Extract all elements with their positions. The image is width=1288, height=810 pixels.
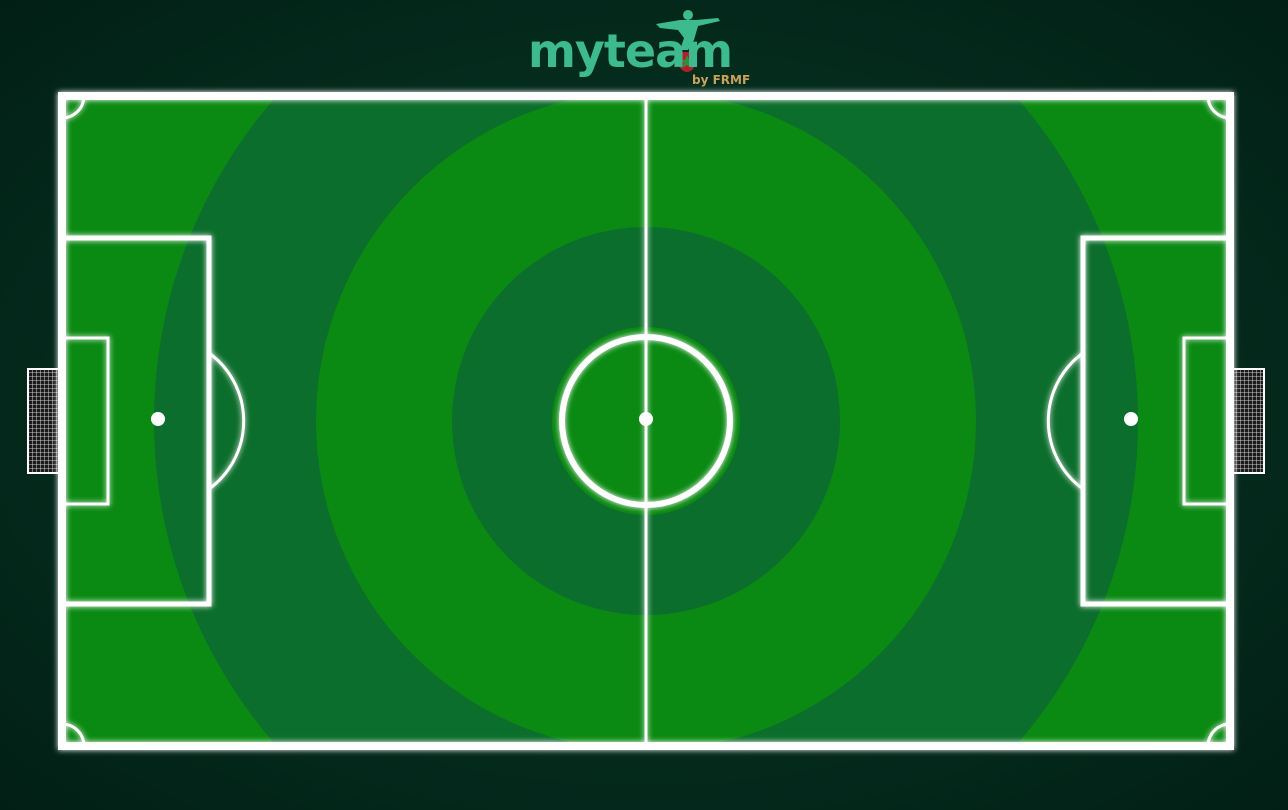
pitch-spots bbox=[151, 412, 1138, 426]
logo-subtitle: by FRMF bbox=[692, 73, 751, 87]
logo-wordmark: myteam bbox=[528, 24, 733, 78]
corner-arc-bottom-right bbox=[1206, 722, 1231, 747]
right-penalty-spot bbox=[1124, 412, 1138, 426]
corner-arc-bottom-left bbox=[61, 722, 86, 747]
player-silhouette-icon bbox=[656, 10, 720, 72]
right-goal-area bbox=[1182, 336, 1232, 506]
left-goal bbox=[27, 368, 61, 474]
right-goal bbox=[1231, 368, 1265, 474]
center-spot bbox=[639, 412, 653, 426]
myteam-logo: myteam by FRMF bbox=[520, 6, 760, 96]
left-goal-area bbox=[60, 336, 110, 506]
left-penalty-spot bbox=[151, 412, 165, 426]
corner-arc-top-right bbox=[1206, 95, 1231, 120]
center-circle bbox=[559, 334, 733, 508]
left-penalty-arc bbox=[208, 351, 246, 491]
corner-arc-top-left bbox=[61, 95, 86, 120]
right-penalty-arc bbox=[1046, 351, 1084, 491]
pitch-lines bbox=[58, 92, 1234, 750]
